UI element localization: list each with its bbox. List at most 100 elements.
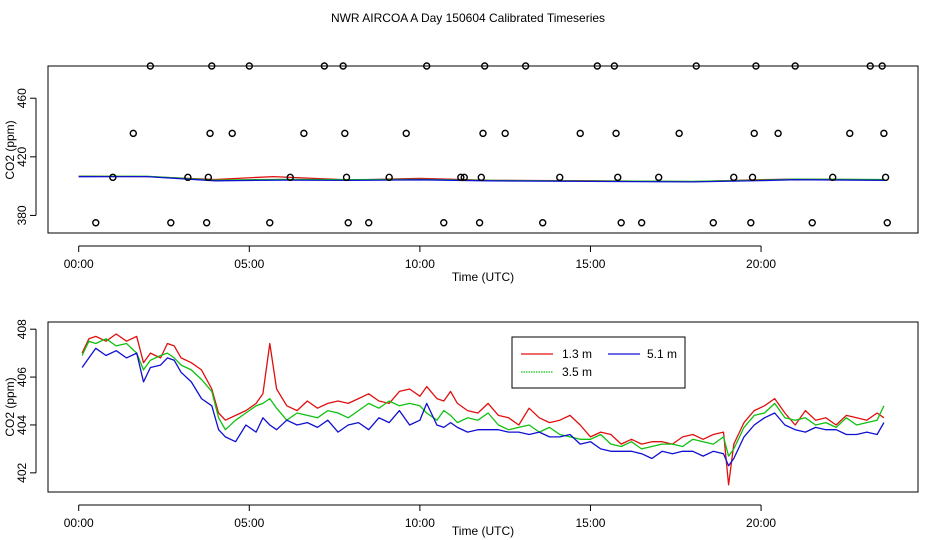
top-calibration-point	[460, 173, 468, 182]
top-calibration-point	[365, 219, 373, 227]
top-y-tick-label: 380	[15, 205, 29, 225]
top-marks	[78, 62, 891, 227]
top-calibration-point	[129, 129, 137, 138]
top-calibration-point	[556, 173, 564, 182]
bottom-x-tick-label: 20:00	[746, 516, 776, 530]
top-calibration-point	[475, 219, 484, 227]
bottom-panel: 00:00 05:00 10:00 15:00 20:00 402 404 406 408 Ti…	[3, 319, 919, 538]
top-x-tick-label: 15:00	[575, 257, 605, 271]
top-calibration-point	[339, 62, 347, 70]
top-calibration-point	[423, 62, 431, 70]
top-calibration-point	[92, 219, 100, 227]
top-calibration-point	[344, 219, 352, 227]
top-calibration-point	[692, 62, 700, 70]
legend-label-5-1m: 5.1 m	[647, 347, 677, 361]
top-calibration-point	[228, 129, 236, 138]
top-x-tick-label: 10:00	[405, 257, 435, 271]
bottom-y-tick-label: 402	[15, 463, 29, 483]
top-calibration-point	[477, 173, 485, 182]
top-calibration-point	[206, 129, 214, 138]
top-calibration-point	[184, 173, 192, 182]
bottom-x-axis-label: Time (UTC)	[452, 524, 514, 538]
top-calibration-point	[655, 173, 663, 182]
top-calibration-point	[300, 129, 308, 138]
legend-label-3-5m: 3.5 m	[562, 365, 592, 379]
top-calibration-point	[402, 129, 410, 138]
top-x-tick-label: 05:00	[234, 257, 264, 271]
top-calibration-point	[501, 129, 509, 138]
top-calibration-point	[878, 62, 886, 70]
top-calibration-point	[208, 62, 216, 70]
top-calibration-point	[341, 129, 349, 138]
bottom-y-axis-label: CO2 (ppm)	[3, 377, 17, 436]
top-y-tick-label: 420	[15, 146, 29, 166]
chart-title: NWR AIRCOA A Day 150604 Calibrated Times…	[331, 11, 605, 25]
bottom-series-1-3-m	[81, 333, 885, 486]
bottom-axes: 00:00 05:00 10:00 15:00 20:00 402 404 406 408	[15, 319, 776, 530]
top-calibration-point	[109, 173, 117, 182]
top-calibration-point	[481, 62, 489, 70]
top-calibration-point	[747, 219, 755, 227]
bottom-series-5-1-m	[81, 347, 885, 467]
top-calibration-point	[576, 129, 584, 138]
top-x-axis-label: Time (UTC)	[452, 270, 514, 284]
bottom-x-tick-label: 15:00	[575, 516, 605, 530]
top-calibration-point	[593, 62, 601, 70]
legend-label-1-3m: 1.3 m	[562, 347, 592, 361]
top-calibration-point	[614, 173, 622, 182]
top-calibration-point	[791, 62, 799, 70]
top-calibration-point	[521, 62, 530, 70]
top-calibration-point	[880, 129, 888, 138]
top-axes: 00:00 05:00 10:00 15:00 20:00 380 420 460	[15, 88, 776, 271]
top-calibration-point	[881, 173, 890, 182]
bottom-x-tick-label: 00:00	[64, 516, 94, 530]
top-calibration-point	[266, 219, 274, 227]
top-calibration-point	[866, 62, 874, 70]
top-calibration-point	[829, 173, 837, 182]
top-calibration-point	[748, 173, 757, 182]
top-panel: 00:00 05:00 10:00 15:00 20:00 380 420 460 Time …	[3, 62, 919, 284]
top-calibration-point	[883, 219, 891, 227]
top-calibration-point	[167, 219, 175, 227]
top-calibration-point	[342, 173, 351, 182]
bottom-series-3-5-m	[81, 338, 885, 457]
top-calibration-point	[320, 62, 329, 70]
legend-box	[511, 336, 686, 389]
top-calibration-point	[204, 173, 213, 182]
top-calibration-point	[457, 173, 465, 182]
top-calibration-point	[617, 219, 625, 227]
top-x-tick-label: 20:00	[746, 257, 776, 271]
top-calibration-point	[479, 129, 487, 138]
bottom-plot-frame	[47, 321, 919, 493]
bottom-y-tick-label: 408	[15, 319, 29, 339]
top-calibration-point	[245, 62, 253, 70]
top-calibration-point	[286, 173, 294, 182]
top-calibration-point	[846, 129, 854, 138]
top-x-tick-label: 00:00	[64, 257, 94, 271]
top-calibration-point	[440, 219, 448, 227]
legend: 1.3 m 5.1 m 3.5 m	[511, 336, 686, 389]
top-calibration-point	[539, 219, 547, 227]
top-calibration-point	[750, 129, 758, 138]
top-calibration-point	[752, 62, 760, 70]
top-series-5-1-m	[78, 175, 884, 183]
bottom-marks	[81, 333, 885, 486]
top-calibration-point	[385, 173, 393, 182]
top-calibration-point	[637, 219, 646, 227]
top-y-tick-label: 460	[15, 88, 29, 108]
top-plot-frame	[47, 65, 919, 234]
top-calibration-point	[146, 62, 155, 70]
top-calibration-point	[202, 219, 211, 227]
top-calibration-point	[675, 129, 683, 138]
top-calibration-point	[774, 129, 782, 138]
top-calibration-point	[709, 219, 717, 227]
top-calibration-point	[730, 173, 738, 182]
bottom-x-tick-label: 05:00	[234, 516, 264, 530]
bottom-y-tick-label: 406	[15, 367, 29, 387]
top-y-axis-label: CO2 (ppm)	[3, 120, 17, 179]
top-calibration-point	[610, 62, 619, 70]
bottom-y-tick-label: 404	[15, 415, 29, 435]
top-calibration-point	[808, 219, 816, 227]
top-calibration-point	[612, 129, 620, 138]
